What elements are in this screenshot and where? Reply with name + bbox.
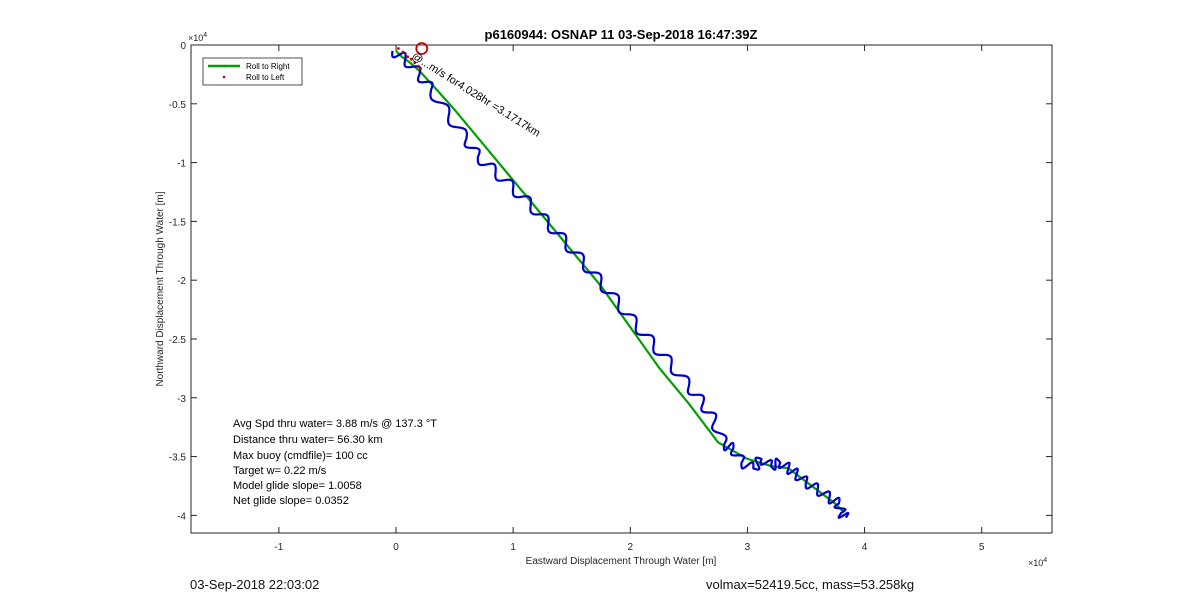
series-point-roll-to-left (416, 64, 420, 68)
y-tick-label: -2.5 (169, 335, 187, 346)
chart-title: p6160944: OSNAP 11 03-Sep-2018 16:47:39Z (485, 27, 758, 42)
x-tick-label: -1 (274, 542, 283, 553)
y-tick-label: -3 (177, 394, 186, 405)
series-point-roll-to-left (401, 50, 405, 54)
y-tick-label: -0.5 (169, 100, 187, 111)
stats-annotation: Avg Spd thru water= 3.88 m/s @ 137.3 °T … (233, 418, 437, 507)
x-exponent-label: ×104 (1028, 557, 1047, 568)
x-tick-label: 5 (979, 542, 985, 553)
legend: Roll to Right Roll to Left (202, 57, 303, 86)
y-tick-label: -2 (177, 276, 186, 287)
x-tick-label: 4 (862, 542, 868, 553)
x-tick-label: 1 (510, 542, 516, 553)
x-tick-label: 0 (393, 542, 399, 553)
series-point-roll-to-left (406, 55, 410, 59)
legend-label-roll-right: Roll to Right (246, 62, 290, 71)
start-marker-circle (415, 42, 429, 55)
series-point-roll-to-left (413, 61, 417, 65)
y-exponent-label: ×104 (188, 32, 207, 43)
x-tick-label: 2 (628, 542, 634, 553)
series-layer (391, 42, 850, 519)
stat-target-w: Target w= 0.22 m/s (233, 465, 327, 477)
y-tick-label: -4 (177, 511, 186, 522)
y-tick-label: -3.5 (169, 453, 187, 464)
y-tick-label: 0 (180, 41, 186, 52)
series-point-roll-to-left (409, 57, 413, 61)
y-tick-label: -1.5 (169, 217, 187, 228)
tick-group: -1 0 1 2 3 4 5 0 -0.5 -1 -1.5 -2 -2.5 -3 -3.5 -4 (169, 41, 1052, 553)
series-point-roll-to-left (419, 67, 422, 70)
stat-avg-speed: Avg Spd thru water= 3.88 m/s @ 137.3 °T (233, 418, 437, 430)
stat-model-glide: Model glide slope= 1.0058 (233, 480, 362, 492)
footer-volmax-mass: volmax=52419.5cc, mass=53.258kg (706, 577, 915, 592)
footer-timestamp: 03-Sep-2018 22:03:02 (190, 577, 320, 592)
x-tick-label: 3 (745, 542, 751, 553)
legend-swatch-roll-left (222, 75, 226, 79)
stat-max-buoy: Max buoy (cmdfile)= 100 cc (233, 450, 368, 462)
y-axis-label: Northward Displacement Through Water [m] (155, 191, 166, 386)
axes-box (190, 44, 1053, 534)
y-tick-label: -1 (177, 159, 186, 170)
legend-box (202, 57, 303, 86)
x-axis-label: Eastward Displacement Through Water [m] (526, 556, 717, 567)
stat-net-glide: Net glide slope= 0.0352 (233, 495, 349, 507)
series-line-trajectory (391, 50, 850, 519)
series-point-roll-to-left (396, 47, 400, 50)
legend-label-roll-left: Roll to Left (246, 73, 285, 82)
stat-distance: Distance thru water= 56.30 km (233, 434, 383, 446)
